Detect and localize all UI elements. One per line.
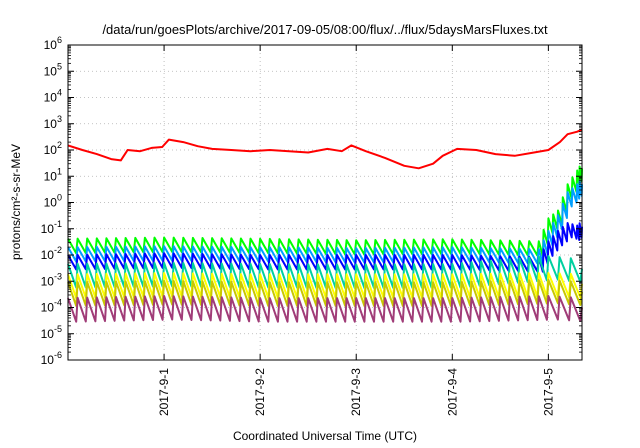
x-tick-label: 2017-9-1	[157, 368, 171, 416]
y-tick-label: 10-6	[41, 350, 62, 367]
y-tick-label: 10-1	[41, 219, 62, 236]
y-tick-label: 10-5	[41, 324, 62, 341]
grid-lines	[68, 45, 582, 360]
data-series	[67, 128, 583, 323]
y-tick-label: 104	[44, 88, 62, 105]
x-tick-label: 2017-9-3	[349, 368, 363, 416]
x-axis-ticks: 2017-9-1 2017-9-2 2017-9-3 2017-9-4 2017-9-5	[157, 45, 555, 416]
y-tick-label: 10-4	[41, 298, 62, 315]
y-tick-label: 10-3	[41, 271, 62, 288]
y-axis-label: protons/cm²-s-sr-MeV	[9, 144, 23, 260]
y-tick-label: 102	[44, 140, 62, 157]
series-line-0	[67, 128, 583, 170]
y-tick-label: 100	[44, 193, 62, 210]
x-tick-label: 2017-9-5	[541, 368, 555, 416]
chart-title: /data/run/goesPlots/archive/2017-09-05/0…	[102, 22, 548, 37]
x-tick-label: 2017-9-2	[253, 368, 267, 416]
x-axis-label: Coordinated Universal Time (UTC)	[233, 429, 417, 443]
series-line-1	[67, 165, 583, 257]
y-tick-label: 106	[44, 35, 62, 52]
y-tick-label: 105	[44, 61, 62, 78]
y-tick-label: 10-2	[41, 245, 62, 262]
x-tick-label: 2017-9-4	[445, 368, 459, 416]
series-line-7	[67, 295, 583, 323]
y-axis-ticks: 10-6 10-5 10-4 10-3 10-2 10-1 100 101 102 103 104 1…	[41, 35, 582, 367]
y-tick-label: 101	[44, 166, 62, 183]
y-tick-label: 103	[44, 114, 62, 131]
